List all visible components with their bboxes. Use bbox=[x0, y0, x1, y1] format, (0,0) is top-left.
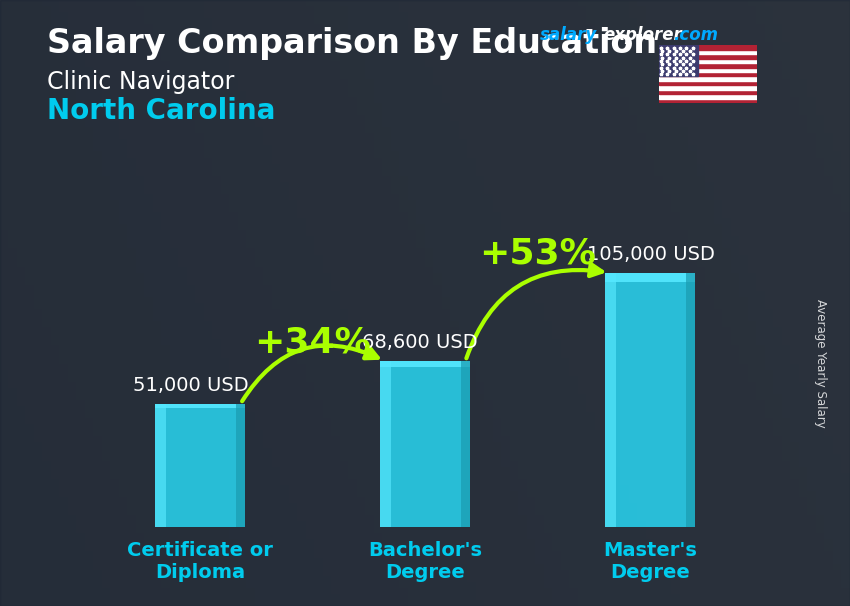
Bar bbox=[380, 361, 391, 527]
Bar bbox=[605, 273, 615, 527]
Bar bbox=[659, 45, 698, 76]
Bar bbox=[659, 50, 756, 55]
Bar bbox=[156, 404, 166, 527]
FancyArrowPatch shape bbox=[242, 345, 377, 401]
Bar bbox=[236, 404, 245, 527]
Bar bbox=[156, 404, 245, 408]
Text: Salary Comparison By Education: Salary Comparison By Education bbox=[47, 27, 657, 60]
Bar bbox=[605, 273, 694, 527]
Bar bbox=[659, 63, 756, 68]
Text: 68,600 USD: 68,600 USD bbox=[362, 333, 478, 353]
Bar bbox=[659, 59, 756, 63]
Bar bbox=[659, 85, 756, 90]
Bar bbox=[659, 68, 756, 72]
Bar bbox=[686, 273, 694, 527]
Text: 105,000 USD: 105,000 USD bbox=[586, 245, 715, 264]
Bar bbox=[659, 94, 756, 99]
Bar bbox=[156, 404, 245, 527]
Bar bbox=[605, 273, 694, 282]
Bar bbox=[659, 81, 756, 85]
Text: explorer: explorer bbox=[604, 26, 683, 44]
Text: Average Yearly Salary: Average Yearly Salary bbox=[813, 299, 827, 428]
Text: +34%: +34% bbox=[254, 325, 371, 359]
Bar bbox=[659, 99, 756, 103]
Text: +53%: +53% bbox=[479, 237, 596, 271]
Text: Clinic Navigator: Clinic Navigator bbox=[47, 70, 234, 94]
Bar bbox=[659, 45, 756, 50]
Bar bbox=[461, 361, 470, 527]
Bar bbox=[380, 361, 470, 527]
Text: 51,000 USD: 51,000 USD bbox=[133, 376, 248, 395]
Bar bbox=[659, 55, 756, 59]
Bar bbox=[659, 90, 756, 94]
FancyArrowPatch shape bbox=[467, 264, 602, 358]
Bar bbox=[380, 361, 470, 367]
Bar bbox=[659, 76, 756, 81]
Text: North Carolina: North Carolina bbox=[47, 97, 275, 125]
Text: salary: salary bbox=[540, 26, 597, 44]
Bar bbox=[659, 72, 756, 76]
Text: .com: .com bbox=[673, 26, 718, 44]
